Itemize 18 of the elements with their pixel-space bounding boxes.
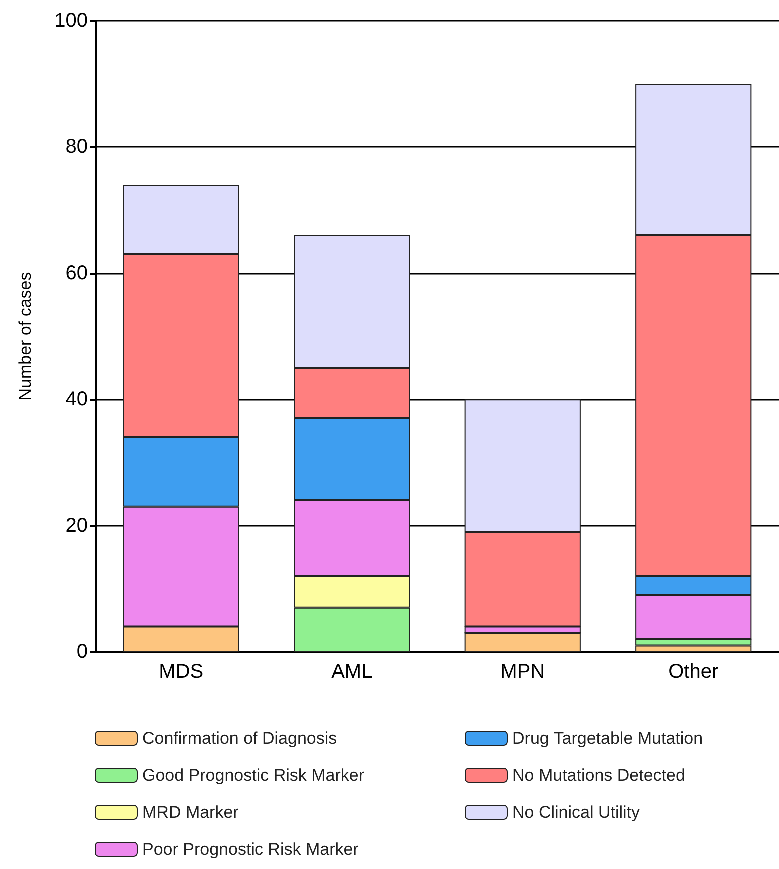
- legend-label: Poor Prognostic Risk Marker: [142, 840, 360, 859]
- y-tick-label: 80: [66, 136, 88, 158]
- x-tick-label: AML: [332, 661, 373, 683]
- legend-label: No Mutations Detected: [512, 766, 686, 785]
- legend-label: No Clinical Utility: [512, 803, 641, 822]
- y-tick-label: 0: [76, 641, 88, 663]
- y-axis-title: Number of cases: [16, 272, 35, 401]
- y-tick-label: 60: [66, 262, 88, 284]
- y-tick-label: 100: [54, 10, 88, 32]
- y-tick-label: 20: [66, 514, 88, 537]
- legend-label: Confirmation of Diagnosis: [142, 729, 338, 748]
- x-tick-label: Other: [668, 661, 719, 683]
- y-tick-label: 40: [66, 388, 88, 411]
- legend-label: Drug Targetable Mutation: [512, 729, 704, 748]
- legend-label: MRD Marker: [142, 803, 240, 822]
- x-tick-label: MDS: [159, 661, 204, 683]
- x-tick-label: MPN: [500, 661, 546, 683]
- legend-label: Good Prognostic Risk Marker: [142, 766, 365, 785]
